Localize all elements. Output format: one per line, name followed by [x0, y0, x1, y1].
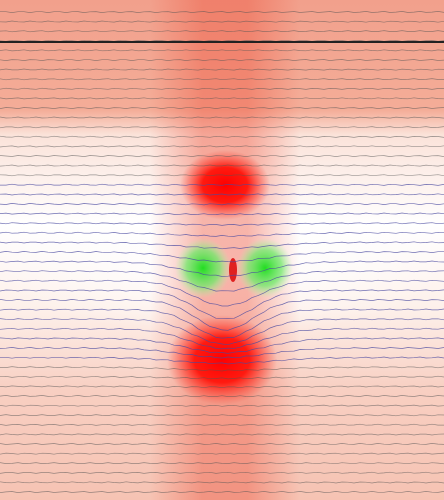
field-line	[0, 174, 444, 177]
field-line	[0, 433, 444, 436]
field-line	[0, 414, 444, 417]
field-line	[0, 356, 444, 365]
field-line	[0, 462, 444, 465]
field-line	[0, 491, 444, 493]
field-line	[0, 270, 444, 292]
field-line	[0, 135, 444, 138]
field-line	[0, 385, 444, 389]
field-line	[0, 279, 444, 307]
field-line	[0, 337, 444, 354]
field-line	[0, 11, 444, 13]
green-blob-left	[175, 238, 231, 298]
field-line	[0, 318, 444, 346]
field-line	[0, 347, 444, 359]
field-line	[0, 116, 444, 119]
field-line	[0, 49, 444, 52]
field-line	[0, 193, 444, 196]
field-line	[0, 212, 444, 216]
field-line	[0, 308, 444, 339]
field-line	[0, 203, 444, 206]
field-line	[0, 404, 444, 407]
field-line	[0, 366, 444, 372]
field-line	[0, 395, 444, 397]
field-line	[0, 251, 444, 263]
field-line	[0, 145, 444, 148]
field-line	[0, 443, 444, 445]
green-blob-right	[237, 238, 293, 298]
field-line	[0, 471, 444, 474]
field-line	[0, 183, 444, 186]
field-line	[0, 260, 444, 277]
field-line	[0, 78, 444, 81]
field-line	[0, 299, 444, 331]
field-line	[0, 20, 444, 23]
field-lines	[0, 11, 444, 493]
field-line	[0, 164, 444, 167]
field-line	[0, 375, 444, 380]
field-line	[0, 241, 444, 250]
field-line	[0, 30, 444, 33]
field-line	[0, 87, 444, 90]
field-line	[0, 126, 444, 129]
field-line	[0, 481, 444, 484]
field-line	[0, 452, 444, 455]
field-line	[0, 59, 444, 61]
field-line	[0, 97, 444, 100]
field-line	[0, 68, 444, 71]
red-blob-lower	[167, 315, 277, 405]
field-line	[0, 327, 444, 350]
field-line	[0, 155, 444, 157]
field-line	[0, 107, 444, 109]
field-line	[0, 231, 444, 237]
field-line	[0, 289, 444, 320]
field-line	[0, 423, 444, 426]
field-line	[0, 222, 444, 226]
